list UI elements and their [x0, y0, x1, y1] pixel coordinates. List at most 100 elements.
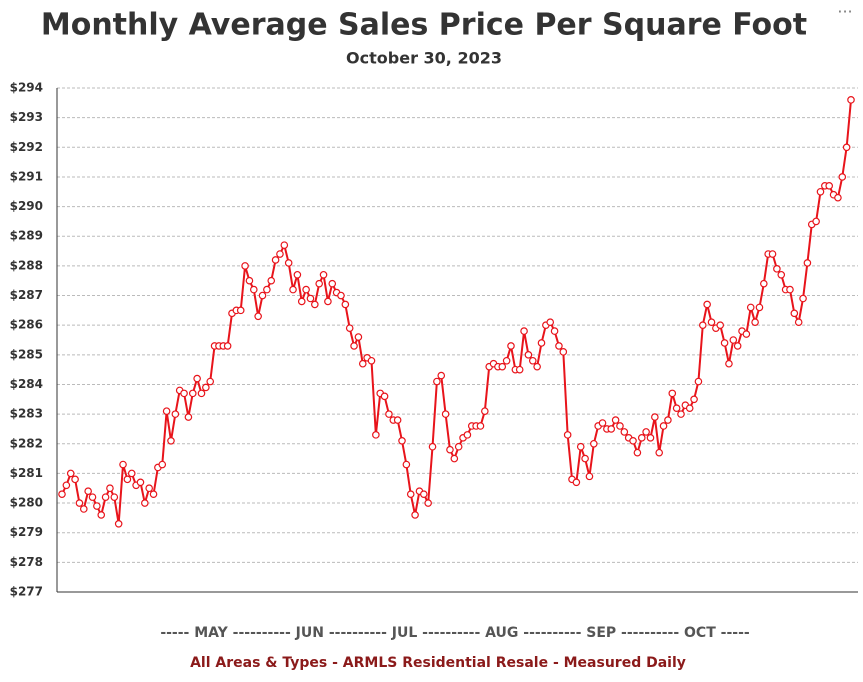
- data-point: [746, 303, 755, 312]
- data-point: [149, 490, 158, 498]
- data-point: [572, 478, 581, 487]
- data-point: [372, 431, 380, 439]
- data-point: [559, 348, 568, 356]
- data-point: [171, 410, 180, 418]
- data-point: [337, 291, 345, 300]
- data-point: [768, 250, 777, 258]
- data-point: [463, 431, 472, 439]
- data-point: [202, 383, 210, 392]
- data-point: [698, 321, 707, 329]
- data-point: [123, 475, 132, 484]
- data-point: [97, 511, 106, 519]
- data-point: [507, 342, 515, 350]
- data-point: [446, 445, 454, 454]
- data-point: [223, 342, 232, 350]
- y-tick-label: $286: [10, 318, 43, 332]
- data-point: [354, 333, 363, 341]
- data-point: [790, 309, 799, 318]
- data-point: [180, 389, 188, 398]
- data-point: [188, 389, 197, 398]
- data-point: [528, 356, 537, 365]
- data-point: [428, 442, 437, 451]
- data-point: [620, 428, 629, 436]
- data-point: [842, 143, 851, 152]
- data-point: [411, 511, 419, 519]
- data-point: [276, 250, 284, 258]
- data-point: [241, 262, 249, 270]
- data-point: [720, 339, 729, 347]
- data-point: [598, 419, 607, 427]
- data-point: [834, 193, 842, 202]
- data-point: [537, 339, 546, 347]
- data-point: [646, 434, 655, 442]
- data-point: [755, 303, 764, 312]
- data-point: [62, 481, 71, 490]
- data-point: [402, 460, 411, 469]
- data-point: [106, 484, 114, 493]
- data-point: [694, 377, 703, 386]
- data-point: [271, 256, 280, 264]
- y-tick-label: $277: [10, 585, 43, 599]
- data-point: [520, 327, 528, 335]
- data-point: [141, 499, 149, 507]
- data-point: [476, 422, 485, 430]
- data-point: [498, 362, 507, 371]
- data-point: [302, 285, 310, 294]
- data-point: [79, 505, 88, 513]
- data-point: [847, 96, 855, 104]
- data-point: [110, 493, 119, 501]
- data-point: [306, 294, 315, 303]
- data-point: [250, 285, 258, 294]
- data-point: [263, 285, 271, 294]
- data-point: [393, 416, 402, 424]
- data-point: [441, 410, 450, 418]
- data-point: [690, 395, 698, 404]
- data-point: [58, 490, 66, 498]
- data-point: [197, 389, 206, 398]
- data-point: [760, 279, 768, 288]
- data-point: [127, 469, 136, 478]
- data-point: [450, 454, 459, 463]
- data-point: [398, 436, 406, 445]
- data-point: [629, 436, 637, 445]
- chart-title: Monthly Average Sales Price Per Square F…: [41, 8, 807, 43]
- menu-button[interactable]: ...: [837, 0, 852, 17]
- data-point: [651, 413, 659, 421]
- chart-subtitle: October 30, 2023: [346, 49, 502, 68]
- data-point: [524, 351, 533, 359]
- data-point: [502, 356, 511, 365]
- data-point: [433, 377, 441, 386]
- data-point: [637, 434, 646, 442]
- data-point: [590, 439, 598, 448]
- data-point: [515, 365, 524, 374]
- data-point: [576, 442, 585, 451]
- x-axis-label: ----- MAY ---------- JUN ---------- JUL …: [160, 625, 750, 641]
- data-point: [358, 359, 367, 368]
- y-tick-label: $292: [10, 140, 43, 154]
- y-tick-label: $290: [10, 199, 43, 213]
- data-point: [319, 270, 328, 279]
- data-point: [786, 285, 794, 294]
- data-point: [289, 285, 297, 294]
- data-point: [84, 487, 92, 496]
- data-point: [345, 324, 354, 332]
- data-point: [424, 499, 432, 507]
- data-point: [703, 300, 711, 309]
- data-point: [729, 336, 738, 344]
- y-tick-label: $293: [10, 110, 43, 124]
- data-point: [280, 241, 289, 249]
- data-point: [555, 342, 563, 350]
- chart-footer: All Areas & Types - ARMLS Residential Re…: [190, 655, 686, 671]
- data-point: [481, 407, 489, 415]
- data-point: [145, 484, 153, 493]
- data-point: [773, 265, 781, 273]
- data-point: [707, 318, 716, 327]
- data-point: [812, 217, 820, 226]
- y-tick-label: $291: [10, 169, 43, 183]
- data-point: [328, 279, 337, 288]
- data-point: [406, 490, 415, 498]
- data-point: [293, 270, 302, 279]
- data-point: [794, 318, 803, 327]
- data-point: [742, 330, 751, 338]
